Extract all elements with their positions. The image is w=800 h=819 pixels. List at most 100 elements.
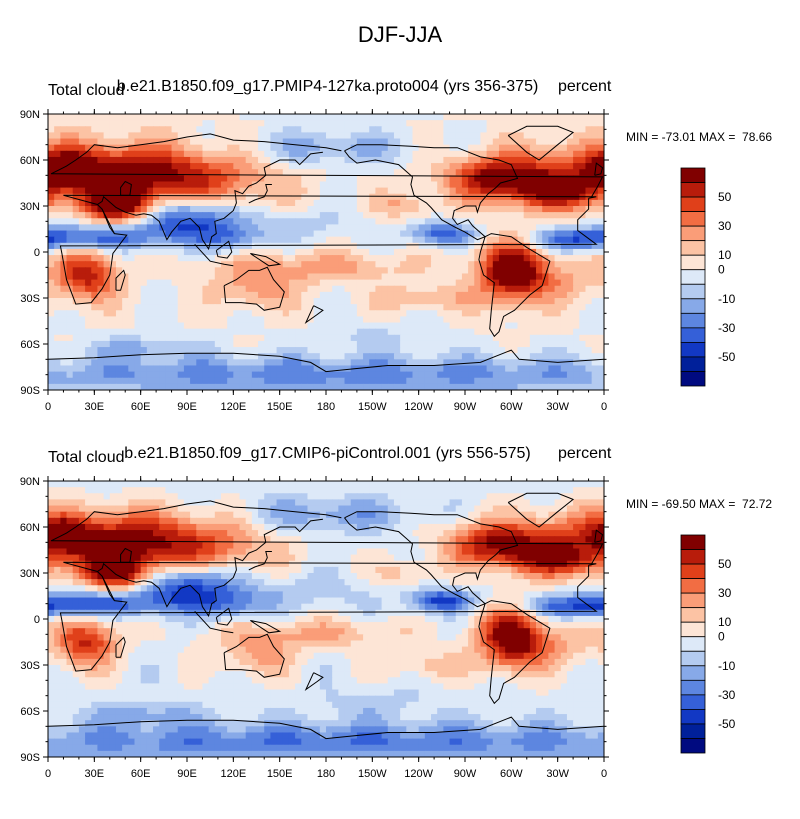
field-cell [412, 163, 419, 170]
field-cell [67, 181, 74, 188]
field-cell [289, 218, 296, 225]
field-cell [357, 359, 364, 366]
field-cell [252, 237, 259, 244]
field-cell [499, 304, 506, 311]
field-cell [184, 212, 191, 219]
field-cell [499, 132, 506, 139]
field-cell [258, 518, 265, 525]
field-cell [518, 169, 525, 176]
field-cell [443, 286, 450, 293]
field-cell [456, 163, 463, 170]
field-cell [400, 120, 407, 127]
field-cell [369, 188, 376, 195]
field-cell [73, 347, 80, 354]
field-cell [264, 280, 271, 287]
field-cell [585, 169, 592, 176]
field-cell [79, 163, 86, 170]
field-cell [270, 298, 277, 305]
field-cell [431, 255, 438, 262]
field-cell [351, 194, 358, 201]
field-cell [73, 372, 80, 379]
field-cell [60, 212, 67, 219]
field-cell [215, 200, 222, 207]
lon-tick-label: 60E [131, 401, 151, 413]
field-cell [345, 120, 352, 127]
field-cell [375, 194, 382, 201]
field-cell [240, 304, 247, 311]
field-cell [147, 298, 154, 305]
field-cell [270, 310, 277, 317]
field-cell [97, 132, 104, 139]
field-cell [48, 481, 55, 488]
field-cell [345, 267, 352, 274]
field-cell [375, 323, 382, 330]
field-cell [301, 341, 308, 348]
field-cell [314, 512, 321, 519]
field-cell [406, 323, 413, 330]
field-cell [530, 224, 537, 231]
field-cell [443, 493, 450, 500]
field-cell [202, 200, 209, 207]
field-cell [345, 329, 352, 336]
field-cell [450, 267, 457, 274]
field-cell [493, 132, 500, 139]
field-cell [400, 323, 407, 330]
field-cell [363, 188, 370, 195]
field-cell [487, 267, 494, 274]
field-cell [437, 273, 444, 280]
lon-tick-label: 90W [454, 401, 477, 413]
field-cell [499, 188, 506, 195]
field-cell [79, 132, 86, 139]
field-cell [468, 292, 475, 299]
field-cell [159, 157, 166, 164]
field-cell [561, 372, 568, 379]
field-cell [369, 280, 376, 287]
field-cell [91, 114, 98, 121]
field-cell [190, 206, 197, 213]
field-cell [431, 126, 438, 133]
field-cell [592, 378, 599, 385]
field-cell [511, 518, 518, 525]
field-cell [579, 151, 586, 158]
field-cell [511, 524, 518, 531]
field-cell [388, 292, 395, 299]
field-cell [363, 169, 370, 176]
field-cell [283, 273, 290, 280]
field-cell [202, 206, 209, 213]
field-cell [97, 157, 104, 164]
field-cell [289, 261, 296, 268]
field-cell [338, 353, 345, 360]
field-cell [289, 273, 296, 280]
field-cell [480, 512, 487, 519]
field-cell [425, 273, 432, 280]
colorbar-swatch [681, 183, 705, 198]
field-cell [450, 249, 457, 256]
field-cell [412, 132, 419, 139]
field-cell [277, 249, 284, 256]
field-cell [141, 157, 148, 164]
field-cell [326, 126, 333, 133]
field-cell [394, 212, 401, 219]
field-cell [561, 353, 568, 360]
field-cell [561, 273, 568, 280]
field-cell [190, 139, 197, 146]
field-cell [351, 499, 358, 506]
field-cell [345, 169, 352, 176]
field-cell [122, 175, 129, 182]
field-cell [178, 365, 185, 372]
field-cell [382, 347, 389, 354]
field-cell [104, 157, 111, 164]
field-cell [357, 188, 364, 195]
field-cell [437, 499, 444, 506]
field-cell [147, 365, 154, 372]
field-cell [283, 512, 290, 519]
field-cell [468, 512, 475, 519]
field-cell [338, 206, 345, 213]
field-cell [363, 280, 370, 287]
field-cell [153, 175, 160, 182]
field-cell [382, 163, 389, 170]
field-cell [437, 249, 444, 256]
field-cell [221, 378, 228, 385]
field-cell [592, 175, 599, 182]
field-cell [474, 212, 481, 219]
